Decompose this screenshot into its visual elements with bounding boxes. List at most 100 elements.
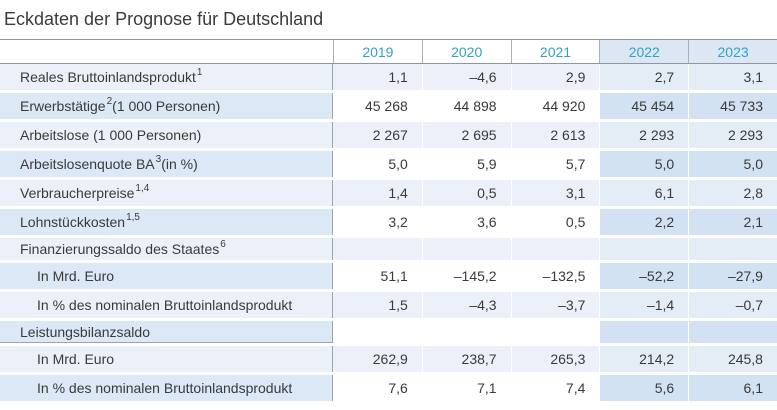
table-row: Reales Bruttoinlandsprodukt 1 1,1 –4,6 2,9 2,… <box>0 64 777 90</box>
value-cell: 44 898 <box>421 93 511 119</box>
value-cell: 2 267 <box>333 122 422 148</box>
row-label-text: Finanzierungssaldo des Staates <box>20 241 220 257</box>
value-cell: 2,1 <box>688 209 777 235</box>
table-row: Verbraucherpreise 1,4 1,4 0,5 3,1 6,1 2,8 <box>0 180 777 206</box>
value-cell: 2 293 <box>599 122 689 148</box>
row-label-text: Leistungsbilanzsaldo <box>20 323 150 340</box>
row-label-text: Arbeitslosenquote BA <box>20 156 155 172</box>
value-cell: 7,6 <box>333 375 422 401</box>
year-header-2022: 2022 <box>599 40 689 63</box>
table-row: In Mrd. Euro 51,1 –145,2 –132,5 –52,2 –27,9 <box>0 263 777 289</box>
value-cell: 5,6 <box>599 375 689 401</box>
value-cell: 0,5 <box>421 180 511 206</box>
row-label: In Mrd. Euro <box>0 263 333 289</box>
value-cell: 44 920 <box>510 93 600 119</box>
row-label: Lohnstückkosten 1,5 <box>0 209 333 235</box>
row-label-text: Arbeitslose (1 000 Personen) <box>20 127 202 143</box>
value-cell: 3,1 <box>510 180 600 206</box>
value-cell: 2 293 <box>688 122 777 148</box>
value-cell: 3,2 <box>333 209 422 235</box>
row-label-suffix: (1 000 Personen) <box>112 98 221 114</box>
row-label-text: Reales Bruttoinlandsprodukt <box>20 69 196 85</box>
row-label: In % des nominalen Bruttoinlandsprodukt <box>0 292 333 318</box>
row-label: Arbeitslose (1 000 Personen) <box>0 122 333 148</box>
value-cell: –3,7 <box>510 292 600 318</box>
value-cell: 2 613 <box>510 122 600 148</box>
table-header-row: 2019 2020 2021 2022 2023 <box>0 40 777 64</box>
value-cell: 6,1 <box>599 180 689 206</box>
row-label: Reales Bruttoinlandsprodukt 1 <box>0 64 333 90</box>
value-cell <box>333 238 422 260</box>
value-cell: 0,5 <box>510 209 600 235</box>
row-label: Finanzierungssaldo des Staates 6 <box>0 238 333 260</box>
table-row: Finanzierungssaldo des Staates 6 <box>0 238 777 260</box>
value-cell: 3,6 <box>421 209 511 235</box>
value-cell <box>421 321 511 343</box>
value-cell: –132,5 <box>510 263 600 289</box>
year-header-2021: 2021 <box>510 40 600 63</box>
table-row: Erwerbstätige 2 (1 000 Personen) 45 268 44 … <box>0 93 777 119</box>
row-label-text: Verbraucherpreise <box>20 185 135 201</box>
value-cell: –0,7 <box>688 292 777 318</box>
forecast-table: 2019 2020 2021 2022 2023 Reales Bruttoinland… <box>0 39 777 401</box>
value-cell: 7,4 <box>510 375 600 401</box>
row-label: Erwerbstätige 2 (1 000 Personen) <box>0 93 333 119</box>
value-cell: 2,8 <box>688 180 777 206</box>
value-cell: 3,1 <box>688 64 777 90</box>
row-label: In % des nominalen Bruttoinlandsprodukt <box>0 375 333 401</box>
value-cell: 2 695 <box>421 122 511 148</box>
value-cell: –4,6 <box>421 64 511 90</box>
page-title: Eckdaten der Prognose für Deutschland <box>4 9 324 29</box>
value-cell: 5,9 <box>421 151 511 177</box>
table-row: Arbeitslosenquote BA 3 (in %) 5,0 5,9 5,7 5,0… <box>0 151 777 177</box>
value-cell <box>333 321 422 343</box>
value-cell: 1,1 <box>333 64 422 90</box>
value-cell: 45 454 <box>599 93 689 119</box>
value-cell: –1,4 <box>599 292 689 318</box>
row-label-text: In Mrd. Euro <box>37 268 115 284</box>
value-cell: 5,0 <box>333 151 422 177</box>
value-cell <box>599 321 689 343</box>
table-row: Arbeitslose (1 000 Personen) 2 267 2 695 2 … <box>0 122 777 148</box>
value-cell <box>599 238 689 260</box>
row-label-text: In % des nominalen Bruttoinlandsprodukt <box>37 380 293 396</box>
value-cell: 2,7 <box>599 64 689 90</box>
value-cell <box>421 238 511 260</box>
value-cell: 6,1 <box>688 375 777 401</box>
row-label-text: In % des nominalen Bruttoinlandsprodukt <box>37 297 293 313</box>
table-row: In % des nominalen Bruttoinlandsprodukt 1… <box>0 292 777 318</box>
table-row: In Mrd. Euro 262,9 238,7 265,3 214,2 245,8 <box>0 346 777 372</box>
row-label: In Mrd. Euro <box>0 346 333 372</box>
value-cell <box>510 238 600 260</box>
value-cell: 7,1 <box>421 375 511 401</box>
value-cell: 51,1 <box>333 263 422 289</box>
value-cell <box>688 321 777 343</box>
value-cell: 265,3 <box>510 346 600 372</box>
year-header-2019: 2019 <box>333 40 422 63</box>
row-label-text: Erwerbstätige <box>20 98 106 114</box>
year-header-2020: 2020 <box>421 40 511 63</box>
value-cell: 245,8 <box>688 346 777 372</box>
value-cell: 5,0 <box>688 151 777 177</box>
value-cell: 5,0 <box>599 151 689 177</box>
table-row: Lohnstückkosten 1,5 3,2 3,6 0,5 2,2 2,1 <box>0 209 777 235</box>
table-row: In % des nominalen Bruttoinlandsprodukt 7… <box>0 375 777 401</box>
header-label-cell <box>0 40 333 63</box>
row-label: Leistungsbilanzsaldo <box>0 321 333 343</box>
value-cell <box>510 321 600 343</box>
value-cell: 2,9 <box>510 64 600 90</box>
value-cell: –27,9 <box>688 263 777 289</box>
value-cell: 214,2 <box>599 346 689 372</box>
value-cell: 5,7 <box>510 151 600 177</box>
row-label-suffix: (in %) <box>161 156 198 172</box>
row-label-text: In Mrd. Euro <box>37 351 115 367</box>
table-row: Leistungsbilanzsaldo <box>0 321 777 343</box>
value-cell: 1,5 <box>333 292 422 318</box>
row-label: Verbraucherpreise 1,4 <box>0 180 333 206</box>
value-cell: –52,2 <box>599 263 689 289</box>
value-cell: –145,2 <box>421 263 511 289</box>
row-label: Arbeitslosenquote BA 3 (in %) <box>0 151 333 177</box>
value-cell: 262,9 <box>333 346 422 372</box>
table-body: Reales Bruttoinlandsprodukt 1 1,1 –4,6 2,9 2,… <box>0 64 777 401</box>
